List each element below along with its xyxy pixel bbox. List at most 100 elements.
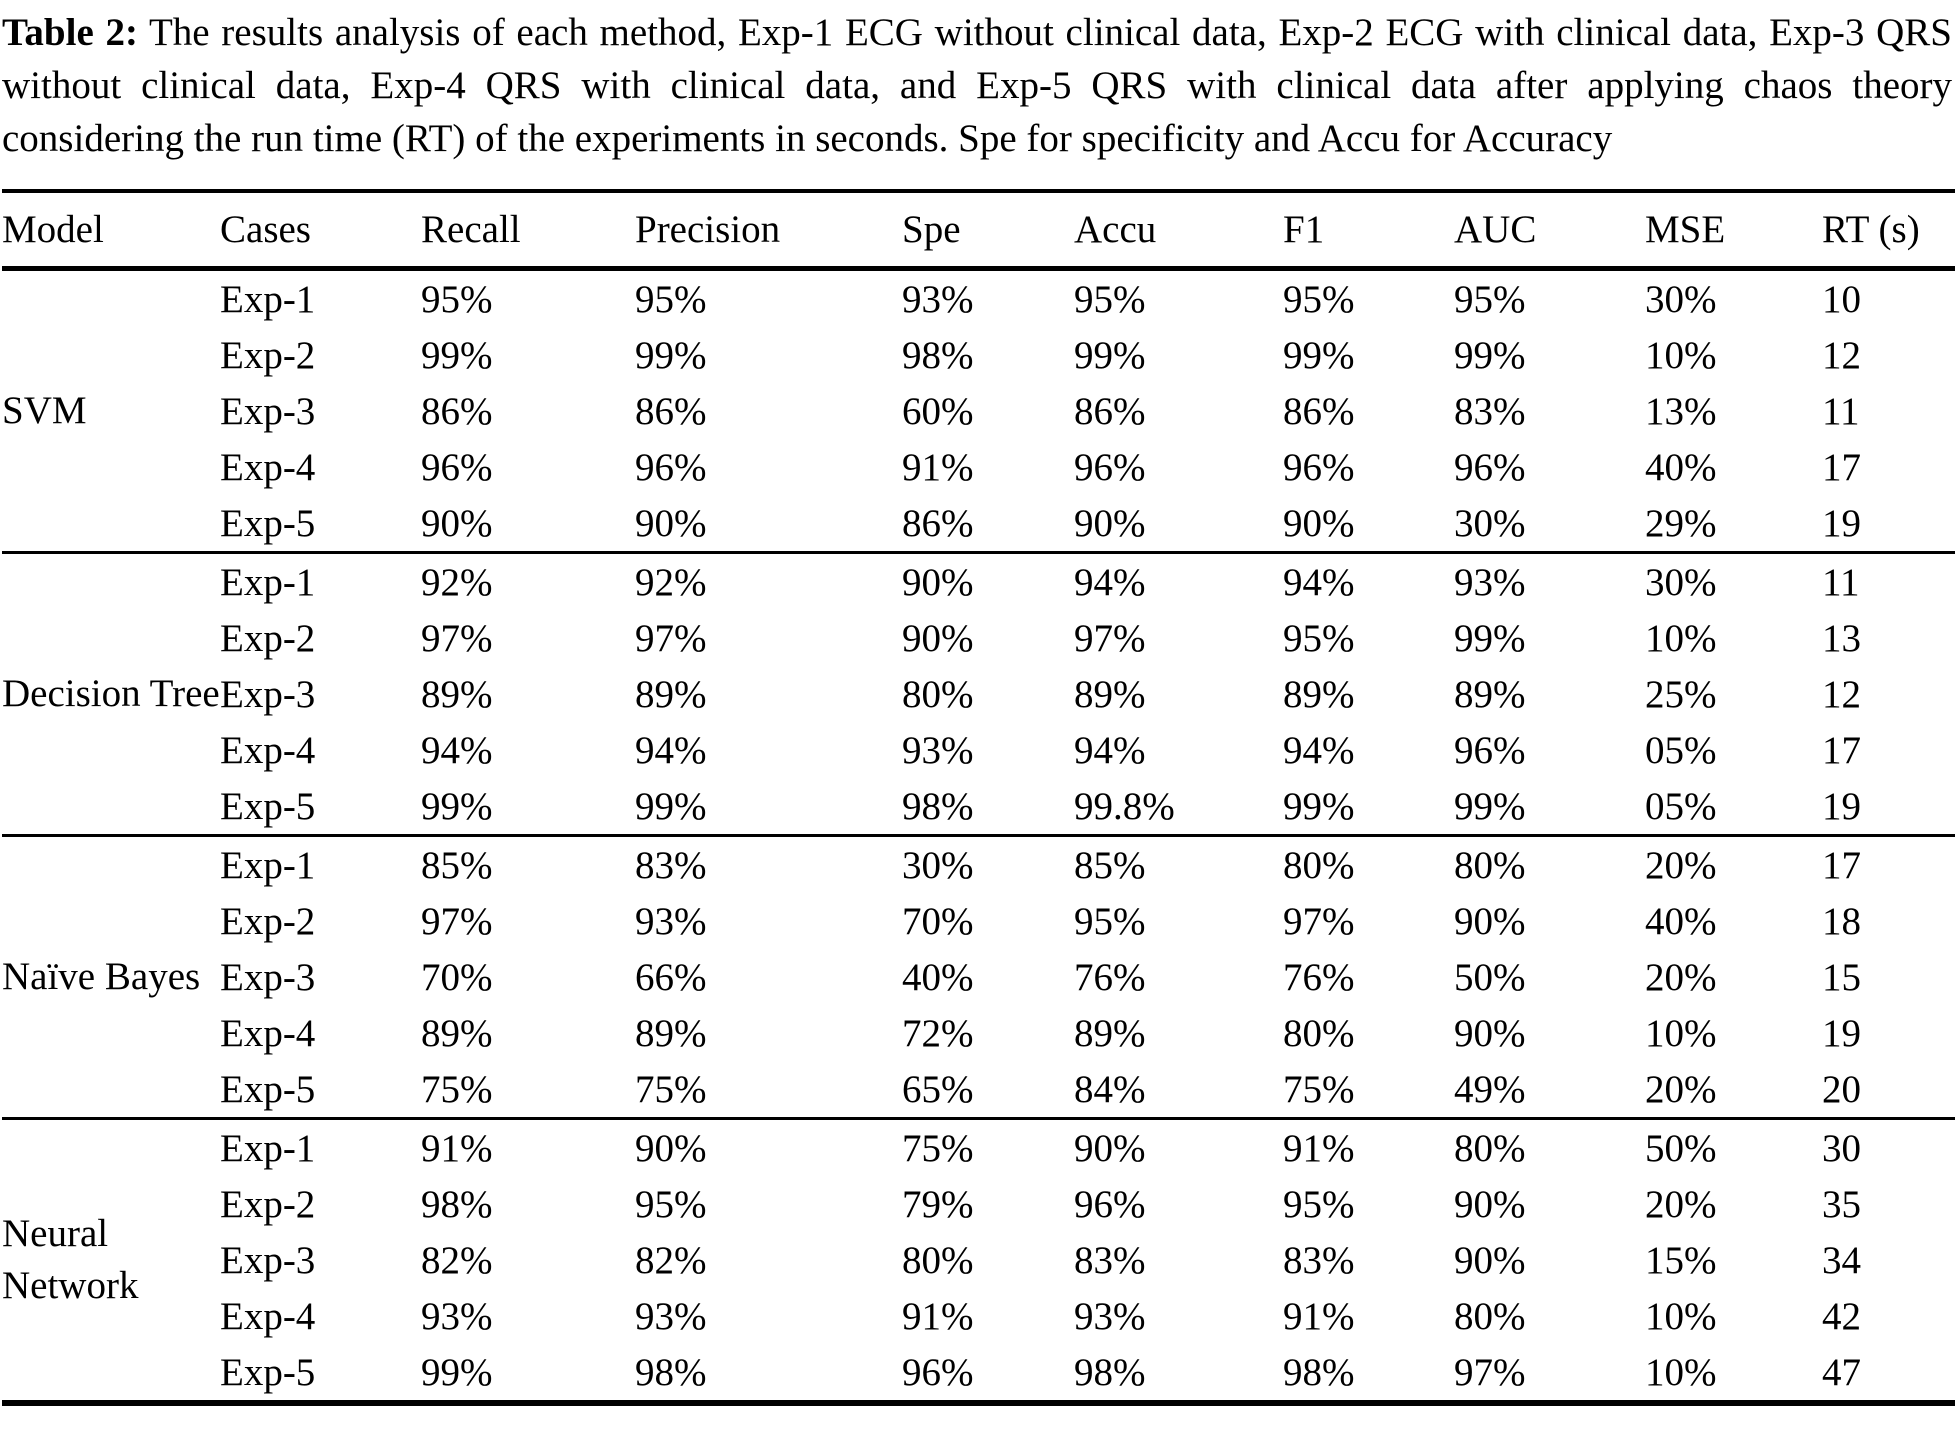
metric-value: 13% [1645, 389, 1717, 433]
table-row: Exp-5 90% 90% 86% 90% 90% 30% 29% 19 [2, 495, 1955, 553]
metric-value: 96% [1283, 445, 1355, 489]
table-row: Exp-3 82% 82% 80% 83% 83% 90% 15% 34 [2, 1232, 1955, 1288]
metric-value: 83% [1074, 1238, 1146, 1282]
results-table: Model Cases Recall Precision Spe Accu F1… [2, 189, 1955, 1406]
metric-value: 97% [421, 899, 493, 943]
metric-value: 95% [1074, 277, 1146, 321]
table-row: Exp-2 98% 95% 79% 96% 95% 90% 20% 35 [2, 1176, 1955, 1232]
table-row: Exp-4 94% 94% 93% 94% 94% 96% 05% 17 [2, 722, 1955, 778]
metric-value: 95% [1283, 616, 1355, 660]
metric-value: 91% [1283, 1117, 1454, 1176]
metric-value: 76% [1283, 955, 1355, 999]
results-table-head: Model Cases Recall Precision Spe Accu F1… [2, 191, 1955, 271]
metric-value: 05% [1645, 728, 1717, 772]
case-label: Exp-3 [220, 389, 316, 433]
metric-value: 20% [1645, 834, 1822, 893]
metric-value: 90% [902, 616, 974, 660]
metric-value: 80% [1454, 834, 1645, 893]
metric-value: 10% [1645, 616, 1717, 660]
metric-value: 72% [902, 1011, 974, 1055]
metric-value: 85% [421, 834, 635, 893]
model-name: SVM [2, 389, 87, 432]
table-row: Exp-2 97% 97% 90% 97% 95% 99% 10% 13 [2, 610, 1955, 666]
metric-value: 11 [1822, 551, 1955, 610]
metric-value: 15% [1645, 1238, 1717, 1282]
metric-value: 30% [1645, 551, 1822, 610]
metric-value: 99% [1454, 333, 1526, 377]
metric-value: 35 [1822, 1182, 1861, 1226]
table-row: Neural Network Exp-1 91% 90% 75% 90% 91% 80% 50%… [2, 1117, 1955, 1403]
metric-value: 90% [902, 551, 1074, 610]
table-row: SVM Exp-1 95% 95% 93% 95% 95% 95% 30% 10 [2, 269, 1955, 433]
metric-value: 96% [1454, 445, 1526, 489]
table-row: Exp-4 96% 96% 91% 96% 96% 96% 40% 17 [2, 439, 1955, 495]
metric-value: 97% [421, 616, 493, 660]
table-row: Exp-5 75% 75% 65% 84% 75% 49% 20% 20 [2, 1061, 1955, 1119]
case-label: Exp-2 [220, 333, 316, 377]
metric-value: 75% [421, 1067, 493, 1111]
metric-value: 97% [1283, 899, 1355, 943]
header-row: Model Cases Recall Precision Spe Accu F1… [2, 191, 1955, 271]
metric-value: 91% [1283, 1294, 1355, 1338]
metric-value: 86% [421, 389, 493, 433]
metric-value: 11 [1822, 389, 1860, 433]
metric-value: 91% [421, 1117, 635, 1176]
case-label: Exp-5 [220, 1350, 316, 1394]
metric-value: 93% [1454, 551, 1645, 610]
metric-value: 89% [421, 672, 493, 716]
metric-value: 99.8% [1074, 784, 1175, 828]
case-label: Exp-1 [220, 551, 421, 610]
metric-value: 34 [1822, 1238, 1861, 1282]
metric-value: 93% [902, 728, 974, 772]
table-row: Decision Tree Exp-1 92% 92% 90% 94% 94% 93% 30% 1… [2, 551, 1955, 836]
metric-value: 93% [902, 277, 974, 321]
metric-value: 91% [902, 1294, 974, 1338]
metric-value: 29% [1645, 501, 1717, 545]
metric-value: 99% [421, 333, 493, 377]
metric-value: 10 [1822, 277, 1861, 321]
metric-value: 49% [1454, 1067, 1526, 1111]
metric-value: 70% [902, 899, 974, 943]
metric-value: 20 [1822, 1067, 1861, 1111]
metric-value: 94% [421, 728, 493, 772]
metric-value: 80% [902, 1238, 974, 1282]
metric-value: 79% [902, 1182, 974, 1226]
metric-value: 82% [421, 1238, 493, 1282]
metric-value: 89% [635, 1011, 707, 1055]
table-row: Exp-2 97% 93% 70% 95% 97% 90% 40% 18 [2, 893, 1955, 949]
metric-value: 60% [902, 389, 974, 433]
metric-value: 50% [1454, 955, 1526, 999]
metric-value: 82% [635, 1238, 707, 1282]
metric-value: 89% [1283, 672, 1355, 716]
metric-value: 90% [1283, 501, 1355, 545]
metric-value: 89% [1074, 672, 1146, 716]
column-header-spe: Spe [902, 191, 1074, 271]
metric-value: 76% [1074, 955, 1146, 999]
metric-value: 86% [635, 389, 707, 433]
metric-value: 98% [421, 1182, 493, 1226]
metric-value: 80% [1454, 1294, 1526, 1338]
case-label: Exp-4 [220, 1011, 316, 1055]
metric-value: 13 [1822, 616, 1861, 660]
metric-value: 90% [1454, 1182, 1526, 1226]
metric-value: 20% [1645, 1182, 1717, 1226]
metric-value: 30% [1645, 277, 1717, 321]
metric-value: 95% [1454, 277, 1526, 321]
table-row: Exp-5 99% 98% 96% 98% 98% 97% 10% 47 [2, 1344, 1955, 1403]
metric-value: 75% [1283, 1067, 1355, 1111]
model-name: Naïve Bayes [2, 834, 220, 1119]
case-label: Exp-3 [220, 1238, 316, 1282]
metric-value: 99% [635, 784, 707, 828]
metric-value: 05% [1645, 784, 1717, 828]
metric-value: 98% [1074, 1350, 1146, 1394]
column-header-mse: MSE [1645, 191, 1822, 271]
metric-value: 99% [421, 1350, 493, 1394]
metric-value: 86% [902, 501, 974, 545]
metric-value: 90% [421, 501, 493, 545]
metric-value: 80% [902, 672, 974, 716]
metric-value: 42 [1822, 1294, 1861, 1338]
metric-value: 98% [635, 1350, 707, 1394]
column-header-recall: Recall [421, 191, 635, 271]
metric-value: 92% [635, 551, 902, 610]
metric-value: 70% [421, 955, 493, 999]
